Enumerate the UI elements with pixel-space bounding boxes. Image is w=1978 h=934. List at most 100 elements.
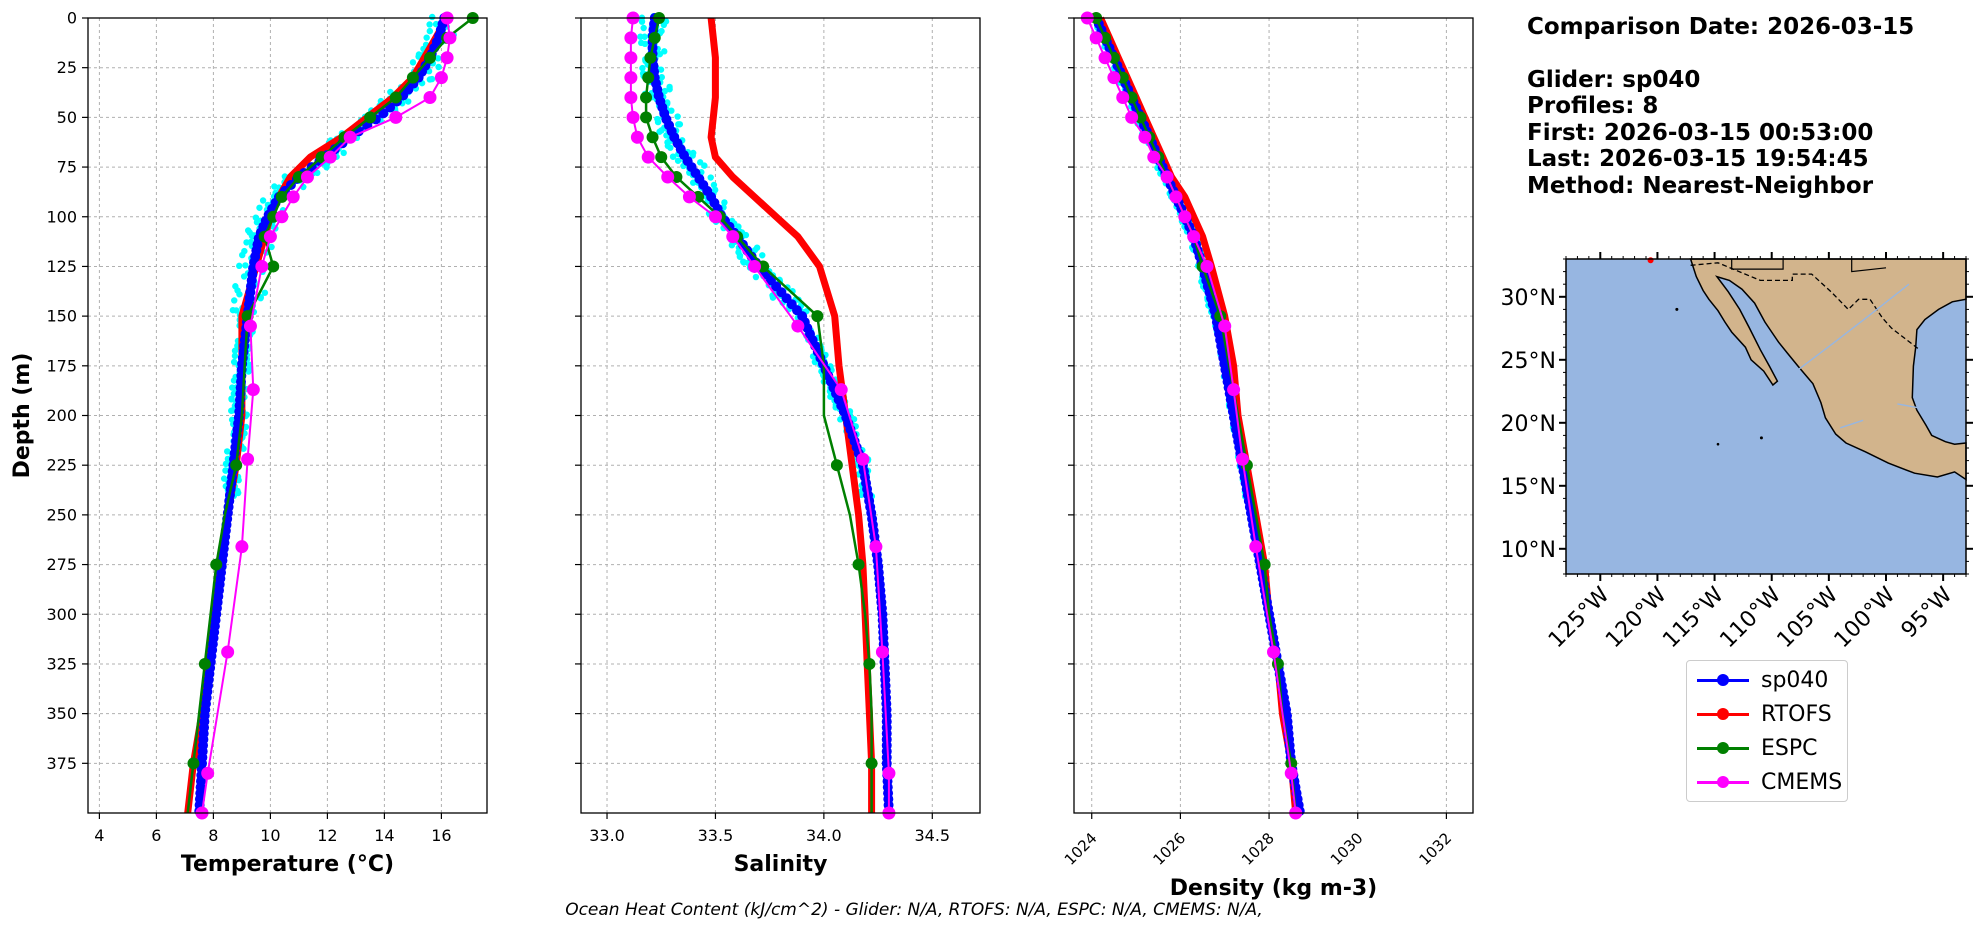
glider-raw-point [434, 55, 442, 62]
data-point [1249, 540, 1263, 554]
glider-raw-point [661, 87, 669, 95]
glider-raw-point [428, 75, 436, 83]
data-point [624, 71, 638, 85]
data-point [1267, 645, 1280, 659]
data-point [1187, 230, 1201, 244]
glider-raw-point [253, 219, 261, 226]
series-sp040 [194, 13, 450, 817]
glider-raw-point [405, 98, 412, 105]
data-point [1125, 110, 1139, 124]
data-point [630, 130, 644, 144]
y-tick-label: 225 [46, 456, 77, 475]
glider-raw-point [638, 18, 646, 25]
data-point [624, 31, 638, 45]
data-point [235, 540, 249, 554]
data-point [275, 190, 288, 203]
series-cmems [1080, 11, 1303, 820]
data-point [1099, 31, 1112, 44]
data-point [364, 111, 377, 124]
data-point [443, 31, 457, 45]
x-tick-label: 8 [208, 826, 218, 845]
last-time-text: Last: 2026-03-15 19:54:45 [1527, 146, 1869, 172]
glider-raw-point [736, 253, 744, 260]
legend-item-espc: ESPC [1687, 731, 1818, 765]
x-tick-label: 33.5 [698, 826, 734, 845]
glider-raw-point [435, 63, 442, 71]
y-tick-label: 150 [46, 307, 77, 326]
legend-item-cmems: CMEMS [1687, 765, 1842, 799]
legend-label-espc: ESPC [1761, 735, 1818, 761]
data-point [1227, 383, 1241, 397]
glider-raw-point [409, 59, 417, 66]
legend-swatch-sp040 [1697, 663, 1749, 697]
legend-label-cmems: CMEMS [1761, 769, 1843, 795]
legend-swatch-rtofs [1697, 697, 1749, 731]
ocean-heat-content-caption: Ocean Heat Content (kJ/cm^2) - Glider: N… [0, 900, 1978, 920]
glider-raw-point [236, 291, 243, 298]
glider-raw-point [223, 448, 231, 455]
map-lat-label: 20°N [1501, 412, 1556, 437]
data-point [1107, 71, 1121, 85]
map-lat-label: 25°N [1501, 349, 1556, 374]
glider-raw-point [658, 73, 665, 81]
data-point [882, 766, 896, 780]
x-tick-label: 16 [431, 826, 451, 845]
glider-raw-point [721, 199, 728, 206]
data-point [230, 459, 243, 472]
map-lat-label: 15°N [1501, 475, 1556, 500]
data-point [343, 130, 357, 144]
x-tick-label: 1030 [1327, 829, 1367, 869]
data-point [624, 51, 638, 65]
glider-raw-point [660, 21, 668, 29]
data-point [1098, 51, 1112, 65]
data-point [424, 51, 436, 64]
data-point [791, 319, 805, 333]
glider-raw-point [222, 460, 230, 468]
glider-raw-point [658, 127, 665, 134]
data-point [726, 230, 740, 244]
y-tick-label: 50 [57, 108, 77, 127]
data-point [865, 757, 878, 770]
glider-raw-point [259, 197, 267, 204]
glider-raw-point [759, 252, 766, 259]
data-point [863, 657, 876, 670]
glider-raw-point [710, 181, 718, 189]
glider-raw-profiles [1088, 13, 1252, 500]
x-tick-label: 4 [94, 826, 104, 845]
profiles-count-text: Profiles: 8 [1527, 93, 1659, 119]
data-point [267, 260, 280, 273]
data-point [1258, 558, 1271, 571]
glider-raw-point [242, 262, 249, 269]
data-point [378, 108, 389, 119]
legend: sp040 RTOFS ESPC CMEMS [1686, 660, 1848, 802]
map-lon-label: 120°W [1601, 582, 1672, 653]
x-tick-label: 33.0 [589, 826, 625, 845]
glider-raw-point [230, 377, 238, 384]
data-point [406, 71, 419, 84]
y-tick-label: 0 [67, 9, 77, 28]
profile-panels: 4 6 8 10 12 14 16 0 25 50 75 100 125 150 175 200 225 250 2… [10, 9, 1474, 901]
data-point [1147, 150, 1161, 164]
data-point [646, 131, 659, 144]
data-point [286, 190, 300, 204]
data-point [1169, 190, 1183, 204]
x-tick-label: 1028 [1238, 829, 1278, 869]
glider-raw-point [220, 475, 228, 482]
glider-raw-point [268, 243, 275, 251]
x-tick-label: 12 [317, 826, 337, 845]
data-point [641, 150, 655, 164]
glider-raw-point [639, 64, 646, 72]
y-tick-label: 25 [57, 58, 77, 77]
glider-raw-point [674, 113, 681, 120]
glider-raw-point [426, 27, 434, 35]
x-tick-label: 1032 [1415, 829, 1455, 869]
data-point [852, 558, 865, 571]
data-point [811, 310, 824, 323]
map-lon-label: 115°W [1658, 582, 1729, 653]
data-point [1235, 452, 1249, 466]
glider-raw-point [323, 164, 330, 171]
data-point [275, 210, 289, 224]
series-sp040 [1091, 13, 1305, 817]
glider-raw-point [641, 33, 648, 40]
data-point [1284, 766, 1298, 780]
